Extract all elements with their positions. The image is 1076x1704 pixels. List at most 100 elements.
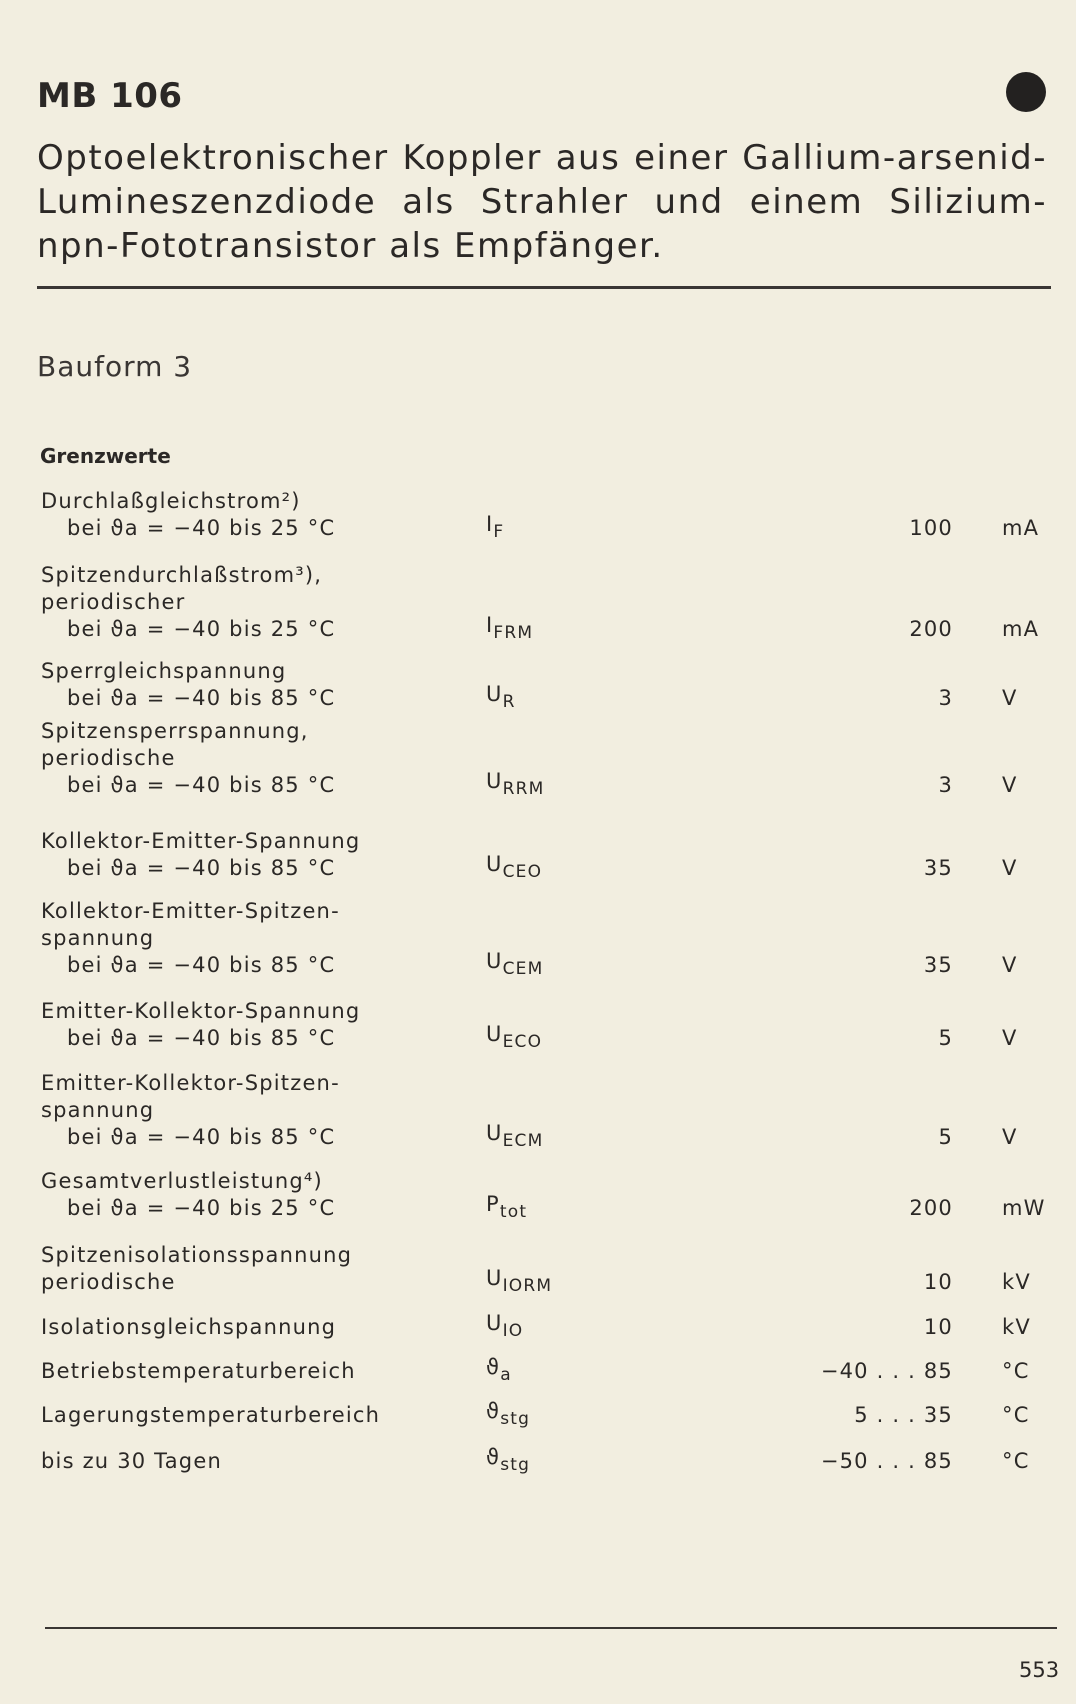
device-description: Optoelektronischer Koppler aus einer Gal… [37, 138, 1047, 266]
symbol-main: I [486, 613, 494, 637]
symbol-subscript: FRM [493, 623, 534, 643]
parameter-label: Durchlaßgleichstrom²) [41, 489, 301, 513]
parameter-label: bei ϑa = −40 bis 85 °C [67, 1026, 336, 1050]
symbol-subscript: CEM [502, 959, 544, 979]
symbol-main: ϑ [486, 1399, 501, 1423]
symbol-main: U [486, 682, 503, 706]
symbol-subscript: F [493, 522, 505, 542]
parameter-symbol: URRM [486, 768, 544, 803]
parameter-label: Spitzendurchlaßstrom³), [41, 563, 323, 587]
parameter-symbol: UCEO [486, 851, 542, 886]
parameter-label: bei ϑa = −40 bis 85 °C [67, 953, 336, 977]
parameter-label: bei ϑa = −40 bis 85 °C [67, 686, 336, 710]
parameter-value: 5 . . . 35 [854, 1403, 953, 1427]
parameter-symbol: IFRM [486, 612, 533, 647]
parameter-unit: V [1002, 1125, 1018, 1149]
table-row: Isolationsgleichspannung UIO 10 kV [41, 1311, 1061, 1341]
parameter-label: bei ϑa = −40 bis 25 °C [67, 1196, 336, 1220]
symbol-main: U [486, 1266, 503, 1290]
parameter-symbol: UR [486, 681, 516, 716]
parameter-value: 200 [909, 617, 953, 641]
table-row: Betriebstemperaturbereich ϑa −40 . . . 85 °… [41, 1355, 1061, 1385]
symbol-subscript: stg [500, 1409, 531, 1429]
table-row: Emitter-Kollektor-Spitzen-spannung bei ϑa… [41, 1070, 1061, 1151]
table-row: Sperrgleichspannung bei ϑa = −40 bis 85 °… [41, 658, 1061, 712]
parameter-label: Betriebstemperaturbereich [41, 1359, 356, 1383]
symbol-subscript: ECO [502, 1032, 543, 1052]
parameter-label: spannung [41, 926, 155, 950]
parameter-unit: V [1002, 686, 1018, 710]
page-number: 553 [1019, 1658, 1060, 1682]
parameter-unit: V [1002, 773, 1018, 797]
parameter-label: bei ϑa = −40 bis 85 °C [67, 773, 336, 797]
symbol-main: I [486, 512, 494, 536]
parameter-label: spannung [41, 1098, 155, 1122]
parameter-label: bei ϑa = −40 bis 85 °C [67, 856, 336, 880]
parameter-unit: kV [1002, 1270, 1031, 1294]
header-divider [37, 286, 1051, 289]
parameter-symbol: Ptot [486, 1191, 527, 1226]
parameter-symbol: UIORM [486, 1265, 552, 1300]
table-row: Gesamtverlustleistung⁴) bei ϑa = −40 bis … [41, 1168, 1061, 1222]
symbol-main: P [486, 1192, 500, 1216]
parameter-unit: kV [1002, 1315, 1031, 1339]
parameter-value: −40 . . . 85 [820, 1359, 953, 1383]
parameter-symbol: ϑstg [486, 1444, 530, 1479]
parameter-unit: V [1002, 856, 1018, 880]
parameter-symbol: UECO [486, 1021, 542, 1056]
parameter-symbol: UECM [486, 1120, 543, 1155]
parameter-label: periodische [41, 1270, 176, 1294]
parameter-label: Emitter-Kollektor-Spitzen- [41, 1071, 340, 1095]
parameter-label: Sperrgleichspannung [41, 659, 287, 683]
parameter-value: 3 [938, 686, 953, 710]
section-title: Grenzwerte [40, 444, 171, 468]
parameter-label: bei ϑa = −40 bis 25 °C [67, 617, 336, 641]
parameter-symbol: ϑa [486, 1354, 512, 1389]
symbol-subscript: CEO [502, 862, 543, 882]
symbol-main: U [486, 852, 503, 876]
parameter-label: Emitter-Kollektor-Spannung [41, 999, 361, 1023]
table-row: Lagerungstemperaturbereich ϑstg 5 . . . 35… [41, 1399, 1061, 1429]
parameter-label: Gesamtverlustleistung⁴) [41, 1169, 323, 1193]
parameter-label: Isolationsgleichspannung [41, 1315, 337, 1339]
table-row: Emitter-Kollektor-Spannung bei ϑa = −40 b… [41, 998, 1061, 1052]
parameter-label: periodischer [41, 590, 186, 614]
parameter-value: −50 . . . 85 [820, 1449, 953, 1473]
footer-divider [45, 1627, 1057, 1629]
table-row: Durchlaßgleichstrom²) bei ϑa = −40 bis 25… [41, 488, 1061, 542]
parameter-value: 35 [923, 953, 953, 977]
parameter-value: 10 [923, 1270, 953, 1294]
parameter-label: Kollektor-Emitter-Spannung [41, 829, 361, 853]
parameter-unit: mA [1002, 516, 1040, 540]
symbol-main: ϑ [486, 1445, 501, 1469]
table-row: Kollektor-Emitter-Spannung bei ϑa = −40 b… [41, 828, 1061, 882]
parameter-unit: mW [1002, 1196, 1046, 1220]
parameter-symbol: IF [486, 511, 504, 546]
table-row: Spitzenisolationsspannung periodische UIOR… [41, 1242, 1061, 1296]
parameter-value: 3 [938, 773, 953, 797]
symbol-main: U [486, 769, 503, 793]
parameter-value: 200 [909, 1196, 953, 1220]
symbol-main: U [486, 1022, 503, 1046]
parameter-unit: V [1002, 953, 1018, 977]
symbol-subscript: tot [499, 1202, 528, 1222]
parameter-label: bis zu 30 Tagen [41, 1449, 222, 1473]
symbol-subscript: RRM [502, 779, 545, 799]
symbol-main: ϑ [486, 1355, 501, 1379]
parameter-label: bei ϑa = −40 bis 85 °C [67, 1125, 336, 1149]
symbol-main: U [486, 1311, 503, 1335]
symbol-subscript: a [500, 1365, 512, 1385]
filled-circle-marker-icon [1006, 72, 1046, 112]
parameter-unit: °C [1002, 1403, 1030, 1427]
symbol-subscript: ECM [502, 1131, 544, 1151]
parameter-unit: °C [1002, 1359, 1030, 1383]
symbol-subscript: IORM [502, 1276, 553, 1296]
parameter-symbol: ϑstg [486, 1398, 530, 1433]
table-row: bis zu 30 Tagen ϑstg −50 . . . 85 °C [41, 1445, 1061, 1475]
symbol-main: U [486, 1121, 503, 1145]
parameter-symbol: UCEM [486, 948, 543, 983]
table-row: Kollektor-Emitter-Spitzen-spannung bei ϑa… [41, 898, 1061, 979]
symbol-subscript: stg [500, 1455, 531, 1475]
symbol-main: U [486, 949, 503, 973]
package-type: Bauform 3 [37, 350, 193, 383]
